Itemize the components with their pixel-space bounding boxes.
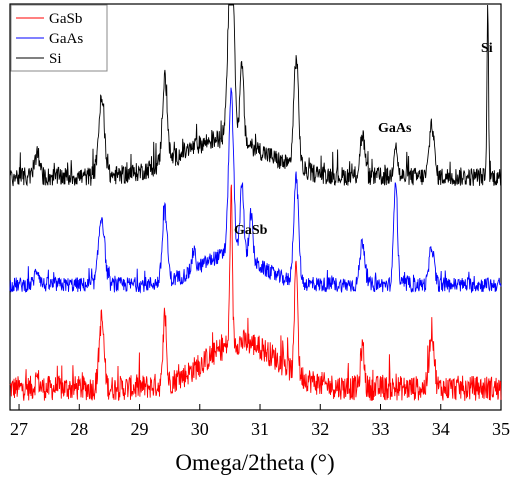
series-line-gasb	[9, 184, 502, 401]
x-tick-label: 34	[432, 419, 450, 439]
legend: GaSb GaAs Si	[10, 4, 108, 72]
x-tick-label: 28	[70, 419, 88, 439]
x-ticks: 27 28 29 30 31 32 33 34 35	[10, 404, 510, 439]
x-tick-label: 30	[191, 419, 209, 439]
annotation-gaas: GaAs	[378, 121, 412, 136]
x-tick-label: 29	[131, 419, 149, 439]
series-line-gaas	[9, 87, 502, 294]
series-layer	[9, 4, 502, 401]
x-axis-title: Omega/2theta (°)	[175, 450, 334, 475]
series-line-si	[9, 4, 502, 187]
legend-label-gaas: GaAs	[49, 31, 83, 47]
annotation-gasb: GaSb	[234, 223, 268, 238]
x-tick-label: 33	[372, 419, 390, 439]
x-tick-label: 27	[10, 419, 28, 439]
x-tick-label: 32	[311, 419, 329, 439]
annotation-si: Si	[481, 41, 493, 56]
plot-frame	[9, 3, 502, 411]
x-tick-label: 35	[492, 419, 510, 439]
legend-label-gasb: GaSb	[49, 11, 82, 27]
x-tick-label: 31	[251, 419, 269, 439]
legend-label-si: Si	[49, 51, 62, 67]
